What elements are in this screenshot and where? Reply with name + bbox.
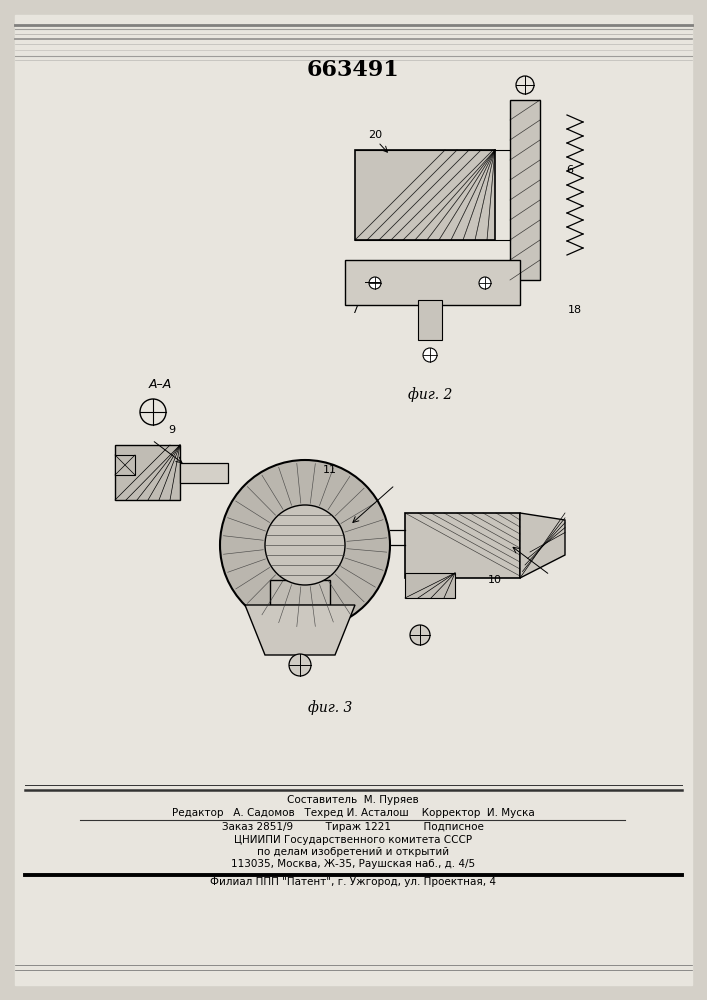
Circle shape (265, 505, 345, 585)
Text: 663491: 663491 (307, 59, 399, 81)
Text: Составитель  М. Пуряев: Составитель М. Пуряев (287, 795, 419, 805)
Text: 7: 7 (351, 305, 358, 315)
Text: 113035, Москва, Ж-35, Раушская наб., д. 4/5: 113035, Москва, Ж-35, Раушская наб., д. … (231, 859, 475, 869)
Text: 10: 10 (488, 575, 502, 585)
Bar (405, 573, 455, 598)
Text: Филиал ППП "Патент", г. Ужгород, ул. Проектная, 4: Филиал ППП "Патент", г. Ужгород, ул. Про… (210, 877, 496, 887)
Text: 9: 9 (168, 425, 175, 435)
Circle shape (369, 277, 381, 289)
Polygon shape (245, 605, 355, 655)
Bar (510, 100, 540, 280)
Bar (418, 300, 442, 340)
Text: фиг. 3: фиг. 3 (308, 701, 352, 715)
Circle shape (289, 654, 311, 676)
Text: 18: 18 (568, 305, 582, 315)
Text: фиг. 2: фиг. 2 (408, 388, 452, 402)
Circle shape (479, 277, 491, 289)
Circle shape (220, 460, 390, 630)
Bar (115, 455, 135, 475)
Polygon shape (520, 513, 565, 578)
Text: 20: 20 (368, 130, 382, 140)
Text: Заказ 2851/9          Тираж 1221          Подписное: Заказ 2851/9 Тираж 1221 Подписное (222, 822, 484, 832)
Bar (270, 580, 330, 605)
Bar (180, 463, 228, 483)
Bar (405, 513, 520, 578)
Text: 6: 6 (566, 165, 573, 175)
Text: 11: 11 (323, 465, 337, 475)
Text: A–A: A–A (148, 378, 172, 391)
Bar (345, 260, 520, 305)
Circle shape (410, 625, 430, 645)
Text: ЦНИИПИ Государственного комитета СССР: ЦНИИПИ Государственного комитета СССР (234, 835, 472, 845)
Bar (355, 150, 495, 240)
Bar (115, 445, 180, 500)
Text: по делам изобретений и открытий: по делам изобретений и открытий (257, 847, 449, 857)
Text: Редактор   А. Садомов   Техред И. Асталош    Корректор  И. Муска: Редактор А. Садомов Техред И. Асталош Ко… (172, 808, 534, 818)
Circle shape (423, 348, 437, 362)
